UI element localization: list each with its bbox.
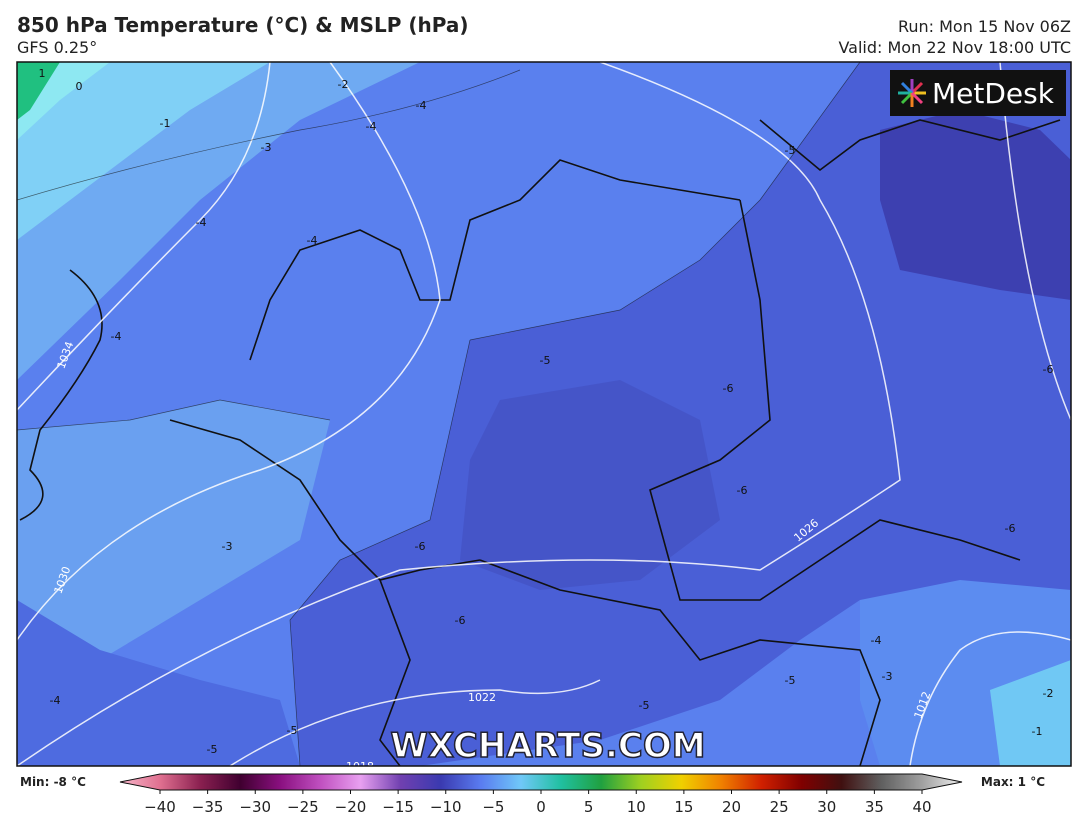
isotherm-label: -4: [50, 694, 61, 707]
colorbar-tick-label: 25: [770, 798, 789, 816]
isobar-label: 1018: [346, 760, 374, 773]
isotherm-label: -6: [1005, 522, 1016, 535]
isotherm-label: -1: [160, 117, 171, 130]
colorbar-tick-label: 0: [536, 798, 546, 816]
colorbar-tick-label: 40: [912, 798, 931, 816]
isotherm-label: -6: [1043, 363, 1054, 376]
valid-time: Valid: Mon 22 Nov 18:00 UTC: [838, 38, 1071, 57]
isotherm-label: -3: [222, 540, 233, 553]
subtitle: GFS 0.25°: [17, 38, 97, 57]
colorbar-tick-label: 35: [865, 798, 884, 816]
colorbar-tick-label: 10: [627, 798, 646, 816]
isotherm-label: 0: [76, 80, 83, 93]
isobar-label: 1022: [468, 691, 496, 704]
colorbar-tick-label: 30: [817, 798, 836, 816]
map: 1 0 -1 -2 -3 -4 -4 -4 -4 -4 -5 -5 -6 -6 -6 -6 -6 -6 -3 -5 -5…: [17, 62, 1071, 773]
colorbar-tick-label: 5: [584, 798, 594, 816]
title: 850 hPa Temperature (°C) & MSLP (hPa): [17, 13, 468, 37]
isotherm-label: -2: [1043, 687, 1054, 700]
isotherm-label: -4: [307, 234, 318, 247]
colorbar-tick-label: −30: [239, 798, 271, 816]
colorbar-tick-label: −35: [192, 798, 224, 816]
colorbar-tick-label: −40: [144, 798, 176, 816]
colorbar-tick-label: −20: [335, 798, 367, 816]
colorbar-min: Min: -8 °C: [20, 775, 86, 789]
colorbar-tick-label: −10: [430, 798, 462, 816]
isotherm-label: -6: [455, 614, 466, 627]
colorbar: −40 −35 −30 −25 −20 −15 −10 −5 0 5 10 15 20 25 30 35 40: [119, 773, 963, 816]
isotherm-label: 1: [39, 67, 46, 80]
isotherm-label: -4: [196, 216, 207, 229]
isotherm-label: -2: [338, 78, 349, 91]
colorbar-tick-label: 20: [722, 798, 741, 816]
isotherm-label: -4: [871, 634, 882, 647]
isotherm-label: -4: [111, 330, 122, 343]
isotherm-label: -3: [261, 141, 272, 154]
isotherm-label: -3: [882, 670, 893, 683]
isotherm-label: -5: [207, 743, 218, 756]
colorbar-tick-label: −25: [287, 798, 319, 816]
isotherm-label: -5: [785, 674, 796, 687]
logo: MetDesk: [932, 77, 1055, 110]
watermark: WXCHARTS.COM: [390, 726, 705, 766]
map-frame: [16, 61, 1072, 767]
isotherm-label: -4: [416, 99, 427, 112]
isotherm-label: -5: [287, 724, 298, 737]
colorbar-tick-label: 15: [674, 798, 693, 816]
isotherm-label: -4: [366, 120, 377, 133]
isotherm-label: -5: [785, 144, 796, 157]
isotherm-label: -6: [737, 484, 748, 497]
colorbar-tick-label: −5: [482, 798, 504, 816]
isotherm-label: -5: [540, 354, 551, 367]
isotherm-label: -1: [1032, 725, 1043, 738]
isotherm-label: -6: [415, 540, 426, 553]
colorbar-tick-label: −15: [382, 798, 414, 816]
colorbar-scale: [119, 773, 963, 791]
isotherm-label: -6: [723, 382, 734, 395]
colorbar-max: Max: 1 °C: [981, 775, 1045, 789]
isotherm-label: -5: [639, 699, 650, 712]
run-time: Run: Mon 15 Nov 06Z: [898, 17, 1071, 36]
